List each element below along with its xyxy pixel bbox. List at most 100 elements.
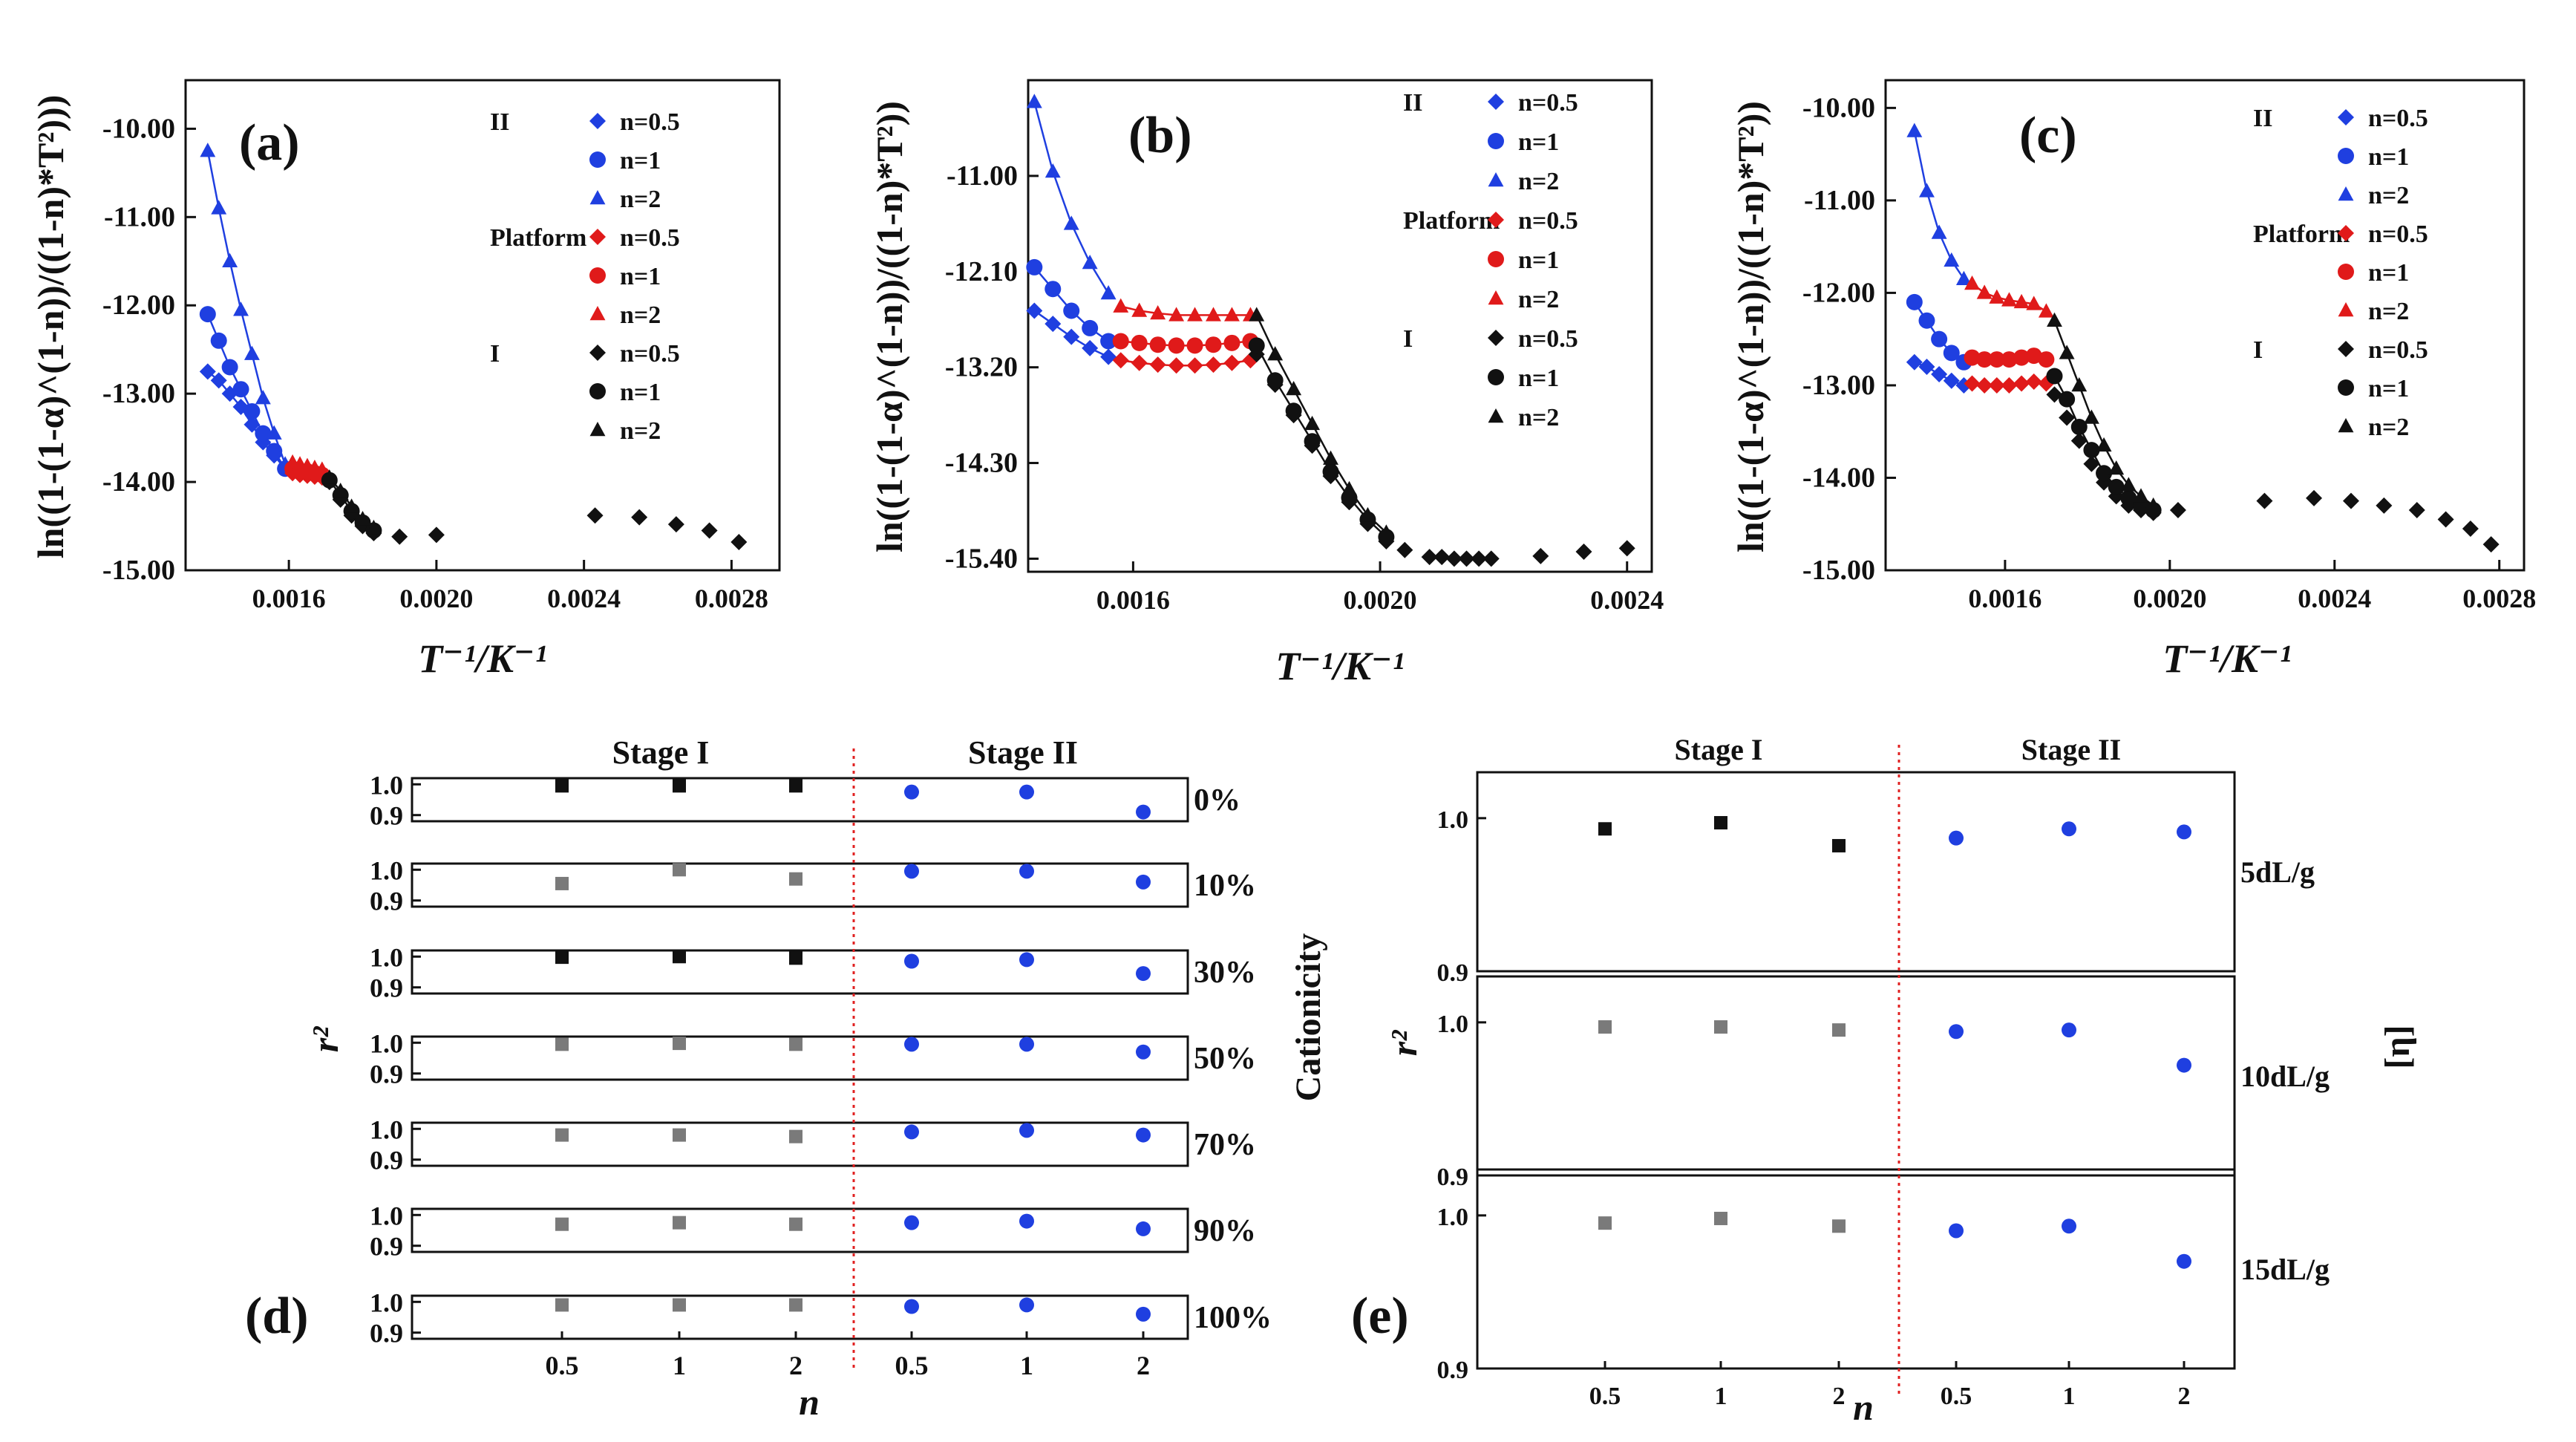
data-point (2120, 489, 2137, 506)
data-point (1931, 366, 1948, 382)
data-point (1205, 356, 1222, 373)
data-point (1205, 336, 1222, 353)
y-tick-label: -14.00 (1802, 462, 1875, 493)
data-point (243, 345, 260, 360)
plot-frame (1884, 79, 2526, 572)
strip-frame (411, 1035, 1189, 1081)
data-point (210, 332, 227, 349)
legend-group-title: II (1403, 89, 1422, 117)
data-point (2376, 497, 2393, 514)
data-point (1976, 376, 1993, 394)
x-tick-label: 1 (2063, 1383, 2076, 1410)
x-tick-label: 0.0016 (1968, 584, 2041, 613)
legend-marker (589, 151, 606, 168)
data-point (2070, 432, 2088, 449)
panel-label: (d) (245, 1288, 309, 1345)
data-point (667, 516, 684, 533)
data-point (1598, 822, 1612, 836)
legend-marker (2338, 341, 2354, 357)
x-tick-label: 0.0024 (547, 584, 621, 613)
strip-frame (1476, 975, 2236, 1177)
legend-label: n=0.5 (2368, 221, 2428, 248)
data-point (211, 200, 227, 215)
data-point (1714, 1211, 1727, 1225)
data-point (200, 143, 216, 157)
data-point (1082, 319, 1099, 336)
data-point (222, 252, 238, 268)
x-tick-label: 0.5 (895, 1351, 929, 1380)
data-point (1976, 351, 1993, 368)
data-point (904, 1299, 919, 1314)
data-point (2038, 303, 2054, 318)
legend-group-title: Platform (2253, 221, 2350, 248)
legend-marker (1488, 133, 1504, 149)
fit-line (1033, 101, 1110, 294)
data-point (333, 482, 349, 497)
data-point (2083, 409, 2099, 424)
y-tick-label: 0.9 (370, 1146, 403, 1175)
data-point (1019, 1213, 1034, 1229)
data-point (2177, 824, 2191, 840)
data-point (1304, 415, 1321, 431)
data-point (1714, 816, 1727, 830)
y-axis-title: ln((1-(1-α)^(1-n))/((1-n)*T²)) (869, 101, 910, 552)
data-point (904, 784, 919, 800)
legend-label: n=2 (1518, 404, 1559, 431)
data-point (1149, 356, 1166, 373)
data-point (1359, 506, 1376, 522)
legend-marker (589, 422, 606, 437)
data-point (789, 1217, 802, 1231)
legend-label: n=1 (620, 147, 661, 174)
legend-marker (1488, 330, 1504, 346)
stage-label: Stage I (1675, 733, 1763, 766)
data-point (2133, 488, 2149, 503)
row-label: 10dL/g (2240, 1060, 2330, 1093)
x-tick-label: 0.0020 (399, 584, 473, 613)
x-axis-title: T⁻¹/K⁻¹ (418, 636, 546, 681)
legend-label: n=1 (1518, 247, 1559, 274)
y-tick-label: 0.9 (1437, 1164, 1469, 1191)
x-axis-title: n (1853, 1386, 1874, 1428)
data-point (789, 951, 802, 965)
y-tick-label: 1.0 (1437, 1011, 1469, 1038)
data-point (1988, 351, 2005, 368)
y-tick-label: -13.00 (102, 378, 175, 409)
data-point (2059, 345, 2075, 359)
strip-frame (411, 1294, 1189, 1340)
data-point (1045, 316, 1062, 333)
data-point (904, 953, 919, 969)
legend-label: n=2 (1518, 286, 1559, 313)
data-point (2083, 455, 2100, 472)
data-point (1113, 298, 1129, 313)
data-point (1832, 838, 1846, 852)
data-point (1112, 333, 1129, 350)
data-point (1931, 224, 1947, 239)
y-tick-label: -14.30 (945, 448, 1018, 479)
stage-label: Stage I (612, 734, 710, 771)
y-tick-label: -12.00 (102, 290, 175, 321)
legend-group-title: I (2253, 336, 2263, 364)
data-point (2059, 409, 2076, 426)
data-point (232, 381, 249, 398)
data-point (391, 528, 408, 545)
data-point (1019, 1123, 1034, 1138)
data-point (2070, 418, 2088, 435)
data-point (904, 864, 919, 879)
fit-line (1913, 131, 1965, 280)
legend-label: n=0.5 (2368, 105, 2428, 132)
data-point (1026, 94, 1042, 108)
data-point (1286, 380, 1302, 396)
data-point (1063, 302, 1080, 319)
data-point (1149, 336, 1166, 353)
y-tick-label: -13.20 (945, 352, 1018, 383)
data-point (1458, 550, 1475, 567)
data-point (1019, 1037, 1034, 1052)
data-point (2096, 465, 2113, 482)
data-point (2462, 520, 2479, 537)
data-point (2047, 312, 2062, 327)
data-point (1045, 163, 1061, 178)
strip-frame (1476, 1168, 2236, 1370)
x-tick-label: 0.0020 (2133, 584, 2206, 613)
y-tick-label: 1.0 (370, 770, 403, 800)
